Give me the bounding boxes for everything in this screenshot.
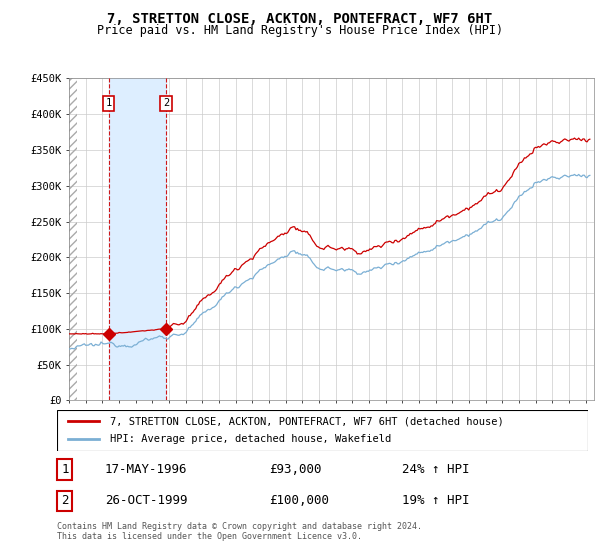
- FancyBboxPatch shape: [57, 410, 588, 451]
- Text: 7, STRETTON CLOSE, ACKTON, PONTEFRACT, WF7 6HT: 7, STRETTON CLOSE, ACKTON, PONTEFRACT, W…: [107, 12, 493, 26]
- Text: 1: 1: [61, 463, 69, 476]
- Text: 2: 2: [61, 494, 69, 507]
- Text: £100,000: £100,000: [269, 494, 329, 507]
- Text: 26-OCT-1999: 26-OCT-1999: [105, 494, 187, 507]
- Text: 17-MAY-1996: 17-MAY-1996: [105, 463, 187, 476]
- Text: 7, STRETTON CLOSE, ACKTON, PONTEFRACT, WF7 6HT (detached house): 7, STRETTON CLOSE, ACKTON, PONTEFRACT, W…: [110, 417, 504, 426]
- Text: 2: 2: [163, 99, 169, 109]
- Text: 19% ↑ HPI: 19% ↑ HPI: [402, 494, 470, 507]
- Text: 24% ↑ HPI: 24% ↑ HPI: [402, 463, 470, 476]
- Text: Price paid vs. HM Land Registry's House Price Index (HPI): Price paid vs. HM Land Registry's House …: [97, 24, 503, 36]
- Bar: [109, 78, 166, 400]
- Text: 1: 1: [106, 99, 112, 109]
- Text: Contains HM Land Registry data © Crown copyright and database right 2024.
This d: Contains HM Land Registry data © Crown c…: [57, 522, 422, 542]
- Bar: [69, 78, 77, 400]
- Text: £93,000: £93,000: [269, 463, 322, 476]
- Text: HPI: Average price, detached house, Wakefield: HPI: Average price, detached house, Wake…: [110, 435, 391, 444]
